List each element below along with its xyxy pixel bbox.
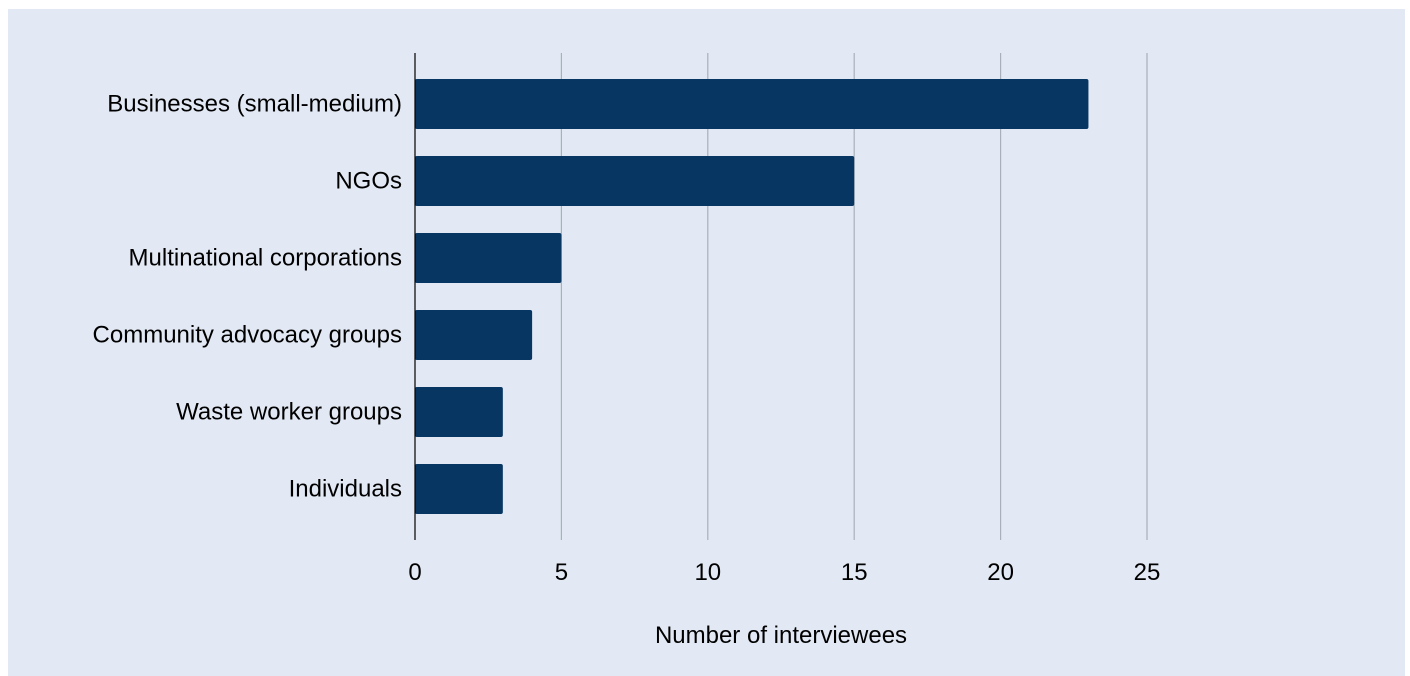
- x-tick-labels: 0 5 10 15 20 25: [408, 559, 1160, 586]
- x-tick-label: 0: [408, 559, 421, 586]
- bar: [415, 233, 562, 283]
- category-label: NGOs: [335, 168, 402, 195]
- category-labels: Businesses (small-medium) NGOs Multination…: [93, 91, 402, 503]
- bar: [415, 156, 855, 206]
- x-tick-label: 10: [694, 559, 721, 586]
- category-label: Waste worker groups: [176, 399, 402, 426]
- bar: [415, 310, 533, 360]
- category-label: Individuals: [289, 476, 402, 503]
- category-label: Community advocacy groups: [93, 322, 402, 349]
- category-label: Multinational corporations: [129, 245, 402, 272]
- gridlines: [560, 53, 1148, 540]
- x-tick-label: 5: [555, 559, 568, 586]
- bars: [415, 79, 1089, 514]
- bar: [415, 79, 1089, 129]
- bar: [415, 387, 503, 437]
- category-label: Businesses (small-medium): [107, 91, 402, 118]
- x-tick-label: 15: [841, 559, 868, 586]
- x-axis-title: Number of interviewees: [655, 622, 907, 649]
- x-tick-label: 20: [987, 559, 1014, 586]
- x-tick-label: 25: [1134, 559, 1161, 586]
- bar: [415, 464, 503, 514]
